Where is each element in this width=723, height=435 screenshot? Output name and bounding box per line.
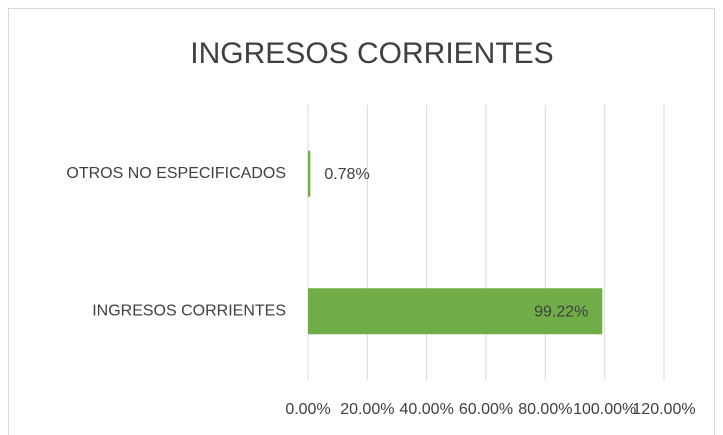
x-tick-label: 60.00% bbox=[459, 401, 513, 418]
chart-border bbox=[8, 8, 715, 435]
x-tick-label: 20.00% bbox=[340, 401, 394, 418]
data-label: 0.78% bbox=[324, 166, 369, 183]
y-tick-label: OTROS NO ESPECIFICADOS bbox=[66, 165, 286, 182]
x-tick-label: 100.00% bbox=[573, 401, 636, 418]
x-tick-label: 0.00% bbox=[285, 401, 330, 418]
y-tick-label: INGRESOS CORRIENTES bbox=[92, 302, 286, 319]
x-tick-label: 80.00% bbox=[518, 401, 572, 418]
x-tick-label: 40.00% bbox=[400, 401, 454, 418]
bar bbox=[308, 288, 603, 335]
data-label: 99.22% bbox=[534, 303, 588, 320]
bar bbox=[308, 150, 311, 197]
x-tick-label: 120.00% bbox=[632, 401, 695, 418]
chart-title: INGRESOS CORRIENTES bbox=[190, 37, 553, 70]
